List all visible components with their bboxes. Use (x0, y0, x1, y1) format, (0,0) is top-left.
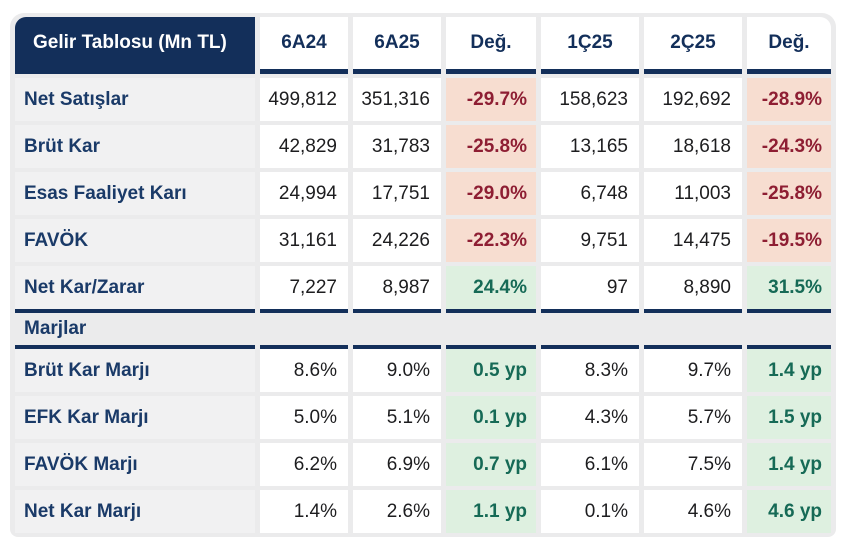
value-cell: 17,751 (353, 172, 441, 215)
header-row: Gelir Tablosu (Mn TL) 6A24 6A25 Değ. 1Ç2… (15, 17, 831, 74)
value-cell: 42,829 (260, 125, 348, 168)
change-cell-positive: 4.6 yp (747, 490, 831, 533)
value-cell: 6,748 (541, 172, 639, 215)
change-cell-negative: -24.3% (747, 125, 831, 168)
column-header-2c25: 2Ç25 (644, 17, 742, 74)
value-cell: 0.1% (541, 490, 639, 533)
table-row: FAVÖK Marjı 6.2% 6.9% 0.7 yp 6.1% 7.5% 1.4 yp (15, 443, 831, 486)
value-cell: 6.2% (260, 443, 348, 486)
value-cell: 7,227 (260, 266, 348, 313)
row-label: Net Satışlar (15, 78, 255, 121)
table-row: Brüt Kar Marjı 8.6% 9.0% 0.5 yp 8.3% 9.7% 1.4 … (15, 345, 831, 392)
value-cell: 18,618 (644, 125, 742, 168)
value-cell: 24,226 (353, 219, 441, 262)
section-row: Marjlar (15, 317, 831, 341)
value-cell: 9,751 (541, 219, 639, 262)
value-cell: 192,692 (644, 78, 742, 121)
change-cell-negative: -25.8% (446, 125, 536, 168)
row-label: Brüt Kar Marjı (15, 345, 255, 392)
value-cell: 9.7% (644, 345, 742, 392)
change-cell-negative: -28.9% (747, 78, 831, 121)
value-cell: 31,783 (353, 125, 441, 168)
change-cell-positive: 1.4 yp (747, 345, 831, 392)
change-cell-negative: -22.3% (446, 219, 536, 262)
value-cell: 9.0% (353, 345, 441, 392)
value-cell: 6.1% (541, 443, 639, 486)
column-header-1c25: 1Ç25 (541, 17, 639, 74)
change-cell-negative: -25.8% (747, 172, 831, 215)
row-label: Net Kar Marjı (15, 490, 255, 533)
column-header-deg-2: Değ. (747, 17, 831, 74)
column-header-6a24: 6A24 (260, 17, 348, 74)
income-statement-table: Gelir Tablosu (Mn TL) 6A24 6A25 Değ. 1Ç2… (10, 13, 836, 537)
value-cell: 2.6% (353, 490, 441, 533)
value-cell: 97 (541, 266, 639, 313)
value-cell: 4.6% (644, 490, 742, 533)
change-cell-positive: 1.1 yp (446, 490, 536, 533)
table-row: Net Kar Marjı 1.4% 2.6% 1.1 yp 0.1% 4.6% 4.6 y… (15, 490, 831, 533)
table-row: EFK Kar Marjı 5.0% 5.1% 0.1 yp 4.3% 5.7% 1.5 y… (15, 396, 831, 439)
change-cell-negative: -29.0% (446, 172, 536, 215)
value-cell: 11,003 (644, 172, 742, 215)
change-cell-positive: 1.4 yp (747, 443, 831, 486)
value-cell: 8,987 (353, 266, 441, 313)
value-cell: 1.4% (260, 490, 348, 533)
row-label: FAVÖK (15, 219, 255, 262)
table-row: Brüt Kar 42,829 31,783 -25.8% 13,165 18,618 -2… (15, 125, 831, 168)
change-cell-positive: 0.5 yp (446, 345, 536, 392)
value-cell: 31,161 (260, 219, 348, 262)
change-cell-positive: 1.5 yp (747, 396, 831, 439)
table-title: Gelir Tablosu (Mn TL) (15, 17, 255, 74)
change-cell-positive: 0.7 yp (446, 443, 536, 486)
value-cell: 5.7% (644, 396, 742, 439)
section-header-marjlar: Marjlar (24, 318, 87, 339)
value-cell: 6.9% (353, 443, 441, 486)
table-body: Net Satışlar 499,812 351,316 -29.7% 158,623 1… (15, 78, 831, 533)
value-cell: 13,165 (541, 125, 639, 168)
value-cell: 351,316 (353, 78, 441, 121)
change-cell-negative: -29.7% (446, 78, 536, 121)
row-label: EFK Kar Marjı (15, 396, 255, 439)
value-cell: 158,623 (541, 78, 639, 121)
change-cell-positive: 24.4% (446, 266, 536, 313)
value-cell: 4.3% (541, 396, 639, 439)
change-cell-positive: 31.5% (747, 266, 831, 313)
value-cell: 14,475 (644, 219, 742, 262)
value-cell: 8.3% (541, 345, 639, 392)
table-row: FAVÖK 31,161 24,226 -22.3% 9,751 14,475 -19.5% (15, 219, 831, 262)
row-label: Esas Faaliyet Karı (15, 172, 255, 215)
value-cell: 8.6% (260, 345, 348, 392)
table-row: Net Kar/Zarar 7,227 8,987 24.4% 97 8,890 31.5% (15, 266, 831, 313)
value-cell: 8,890 (644, 266, 742, 313)
column-header-6a25: 6A25 (353, 17, 441, 74)
value-cell: 5.0% (260, 396, 348, 439)
change-cell-negative: -19.5% (747, 219, 831, 262)
value-cell: 7.5% (644, 443, 742, 486)
value-cell: 499,812 (260, 78, 348, 121)
row-label: Net Kar/Zarar (15, 266, 255, 313)
change-cell-positive: 0.1 yp (446, 396, 536, 439)
value-cell: 24,994 (260, 172, 348, 215)
table-row: Esas Faaliyet Karı 24,994 17,751 -29.0% 6,74… (15, 172, 831, 215)
column-header-deg-1: Değ. (446, 17, 536, 74)
table-row: Net Satışlar 499,812 351,316 -29.7% 158,623 1… (15, 78, 831, 121)
value-cell: 5.1% (353, 396, 441, 439)
row-label: FAVÖK Marjı (15, 443, 255, 486)
row-label: Brüt Kar (15, 125, 255, 168)
